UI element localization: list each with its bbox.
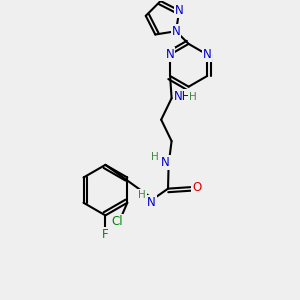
Text: N: N (161, 156, 170, 169)
Text: H: H (138, 190, 146, 200)
Text: N: N (166, 48, 175, 61)
Text: Cl: Cl (112, 215, 123, 228)
Text: O: O (192, 181, 202, 194)
Text: N: N (175, 4, 184, 17)
Text: N: N (147, 196, 156, 208)
Text: H: H (152, 152, 159, 162)
Text: H: H (189, 92, 197, 102)
Text: N: N (203, 48, 212, 61)
Text: NH: NH (174, 90, 192, 103)
Text: N: N (172, 25, 180, 38)
Text: F: F (102, 228, 109, 241)
